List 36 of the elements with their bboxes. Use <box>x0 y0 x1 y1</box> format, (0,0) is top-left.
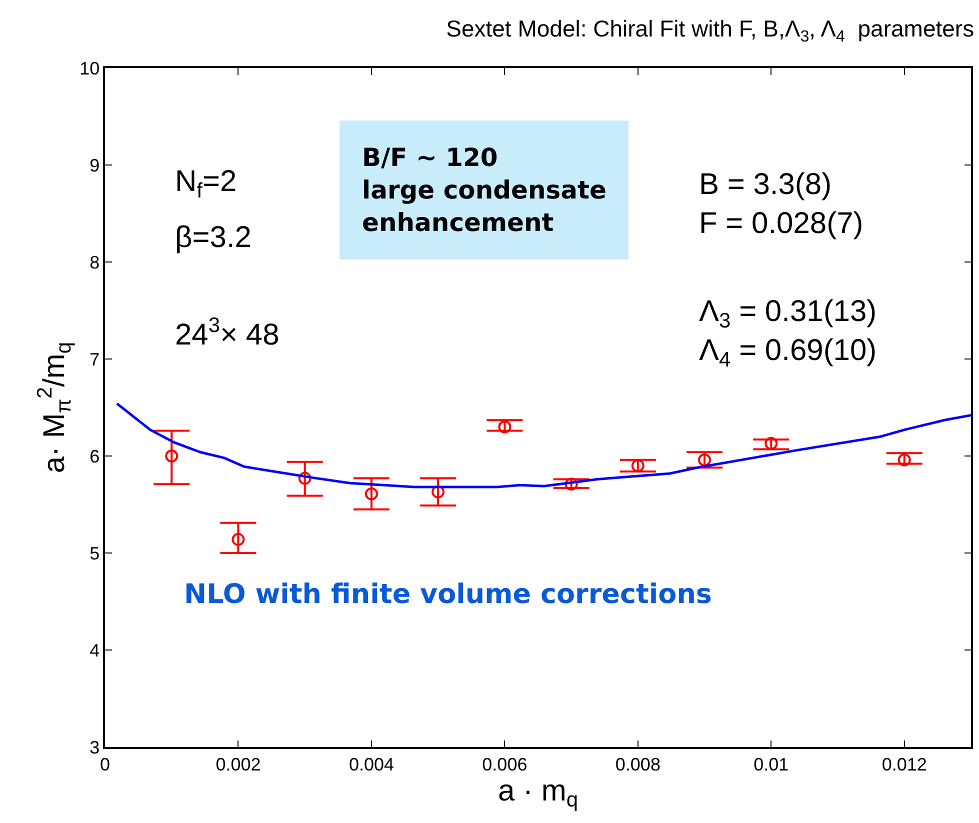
chart-title: Sextet Model: Chiral Fit with F, B,Λ$_{3}$, Λ$_{4}$ parameters <box>446 16 974 46</box>
annotation: B/F ~ 120 large condensate enhancement <box>362 143 606 237</box>
point <box>298 472 312 485</box>
point <box>498 420 512 434</box>
x-tick-label: 0 <box>100 754 110 774</box>
point <box>764 436 778 450</box>
annotation: Λ$_{3}$ = 0.31(13) Λ$_{4}$ = 0.69(10) <box>699 295 877 372</box>
point <box>165 450 178 462</box>
annotation: 24$^{3}$× 48 <box>175 314 280 352</box>
x-tick-label: 0.006 <box>482 754 528 774</box>
x-tick-label: 0.002 <box>216 754 261 774</box>
annotation: N$_{f}$=2 <box>175 165 237 202</box>
x-tick-label: 0.012 <box>882 754 927 774</box>
y-tick-label: 7 <box>90 349 100 370</box>
y-tick-label: 6 <box>90 446 100 466</box>
annotation: β=3.2 <box>175 221 252 254</box>
y-tick-label: 9 <box>90 155 100 176</box>
point <box>898 453 911 466</box>
y-tick-label: 3 <box>90 737 100 758</box>
annotation: B = 3.3(8) F = 0.028(7) <box>699 168 864 240</box>
x-tick-label: 0.008 <box>615 754 660 774</box>
point <box>631 459 644 472</box>
point <box>564 478 578 491</box>
line-series <box>116 402 971 488</box>
point <box>432 485 445 498</box>
point <box>698 453 712 466</box>
y-tick-label: 10 <box>80 58 100 78</box>
y-tick-label: 5 <box>90 543 100 564</box>
x-tick-label: 0.01 <box>754 754 789 774</box>
y-tick-label: 8 <box>90 252 100 272</box>
annotation: NLO with finite volume corrections <box>184 579 712 610</box>
x-tick-label: 0.004 <box>348 754 394 774</box>
y-tick-label: 4 <box>90 640 100 660</box>
point <box>364 487 378 500</box>
point <box>232 532 245 546</box>
x-axis-title: a · m$_{q}$ <box>498 774 578 812</box>
